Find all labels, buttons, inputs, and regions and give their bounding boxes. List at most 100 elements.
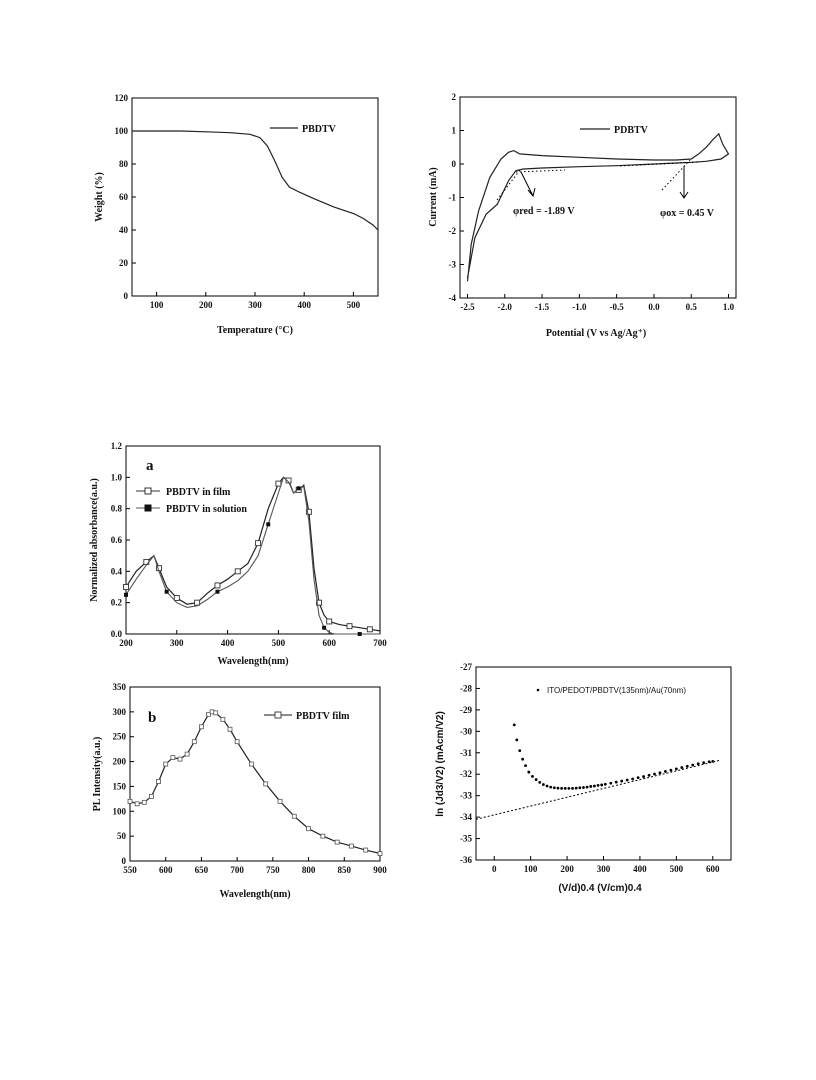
- pl-marker: [199, 724, 204, 730]
- sclc-y-tick-label: -29: [460, 705, 472, 715]
- cv-y-tick-label: -2: [449, 226, 457, 236]
- absorbance-x-tick-label: 300: [170, 638, 184, 648]
- tga-y-axis-label: Weight (%): [94, 172, 105, 222]
- cv-series: [466, 132, 730, 282]
- sclc-point: [545, 784, 549, 788]
- sclc-point: [563, 786, 567, 790]
- tga-x-tick-label: 500: [347, 300, 361, 310]
- pl-x-tick-label: 650: [195, 865, 209, 875]
- tga-y-tick-label: 0: [124, 291, 129, 301]
- pl-marker: [349, 843, 354, 849]
- pl-marker: [249, 761, 254, 767]
- pl-marker: [163, 761, 169, 767]
- sclc-point: [658, 771, 662, 775]
- pl-marker: [306, 826, 311, 832]
- sclc-x-tick-label: 0: [492, 864, 497, 874]
- sclc-y-tick-label: -32: [460, 769, 472, 779]
- pl-legend-label: PBDTV film: [296, 711, 350, 722]
- pl-x-tick-label: 750: [266, 865, 280, 875]
- sclc-y-tick-label: -28: [460, 683, 472, 693]
- sclc-x-tick-label: 400: [633, 864, 647, 874]
- tga-x-tick-label: 100: [150, 300, 164, 310]
- sclc-point: [609, 781, 613, 785]
- pl-marker: [149, 793, 154, 799]
- sclc-point: [560, 786, 564, 790]
- absorbance-y-tick-label: 0.4: [111, 566, 123, 576]
- cv-ticks: -2.5 -2.0 -1.5 -1.0 -0.5 0.0 0.5 1.0 -4 -3 -2 -1 0 1 2: [449, 92, 735, 312]
- sclc-point: [589, 785, 593, 788]
- abs-ticks: 200 300 400 500 600 700 0.0 0.2 0.4 0.6 0.8 1.0 1.2: [111, 441, 388, 648]
- cv-y-tick-label: -4: [449, 293, 457, 303]
- absorbance-x-tick-label: 700: [373, 638, 387, 648]
- sclc-point: [524, 764, 527, 768]
- sclc-fit-line: [475, 759, 721, 820]
- sclc-point: [631, 777, 635, 781]
- absorbance-y-tick-label: 1.2: [111, 441, 123, 451]
- cv-y-axis-label: Current (mA): [428, 167, 439, 227]
- pl-ticks: 550 600 650 700 750 800 850 900 0 50 100 150 200 250 3…: [113, 682, 388, 875]
- sclc-point: [571, 786, 574, 790]
- pl-panel-letter: b: [148, 710, 156, 726]
- cv-chart: -2.5 -2.0 -1.5 -1.0 -0.5 0.0 0.5 1.0 -4 -3 -2 -1 0 1 2…: [428, 92, 737, 339]
- tga-series: [132, 130, 379, 231]
- cv-red-tangent-2: [515, 169, 566, 173]
- sclc-y-tick-label: -35: [460, 834, 472, 844]
- sclc-point: [669, 768, 673, 772]
- sclc-y-axis-label: ln (Jd3/V2) (mAcm/V2): [435, 711, 446, 817]
- sclc-point: [527, 770, 531, 774]
- cv-series-line-0: [466, 132, 730, 282]
- pl-marker: [277, 798, 283, 804]
- abs-solution-marker: [357, 632, 362, 636]
- cv-x-axis-label: Potential (V vs Ag/Ag⁺): [546, 328, 646, 339]
- sclc-point: [647, 773, 651, 777]
- sclc-point: [596, 783, 600, 787]
- pl-y-tick-label: 350: [113, 682, 127, 692]
- abs-plot-frame: [125, 445, 381, 635]
- cv-x-tick-label: -1.0: [572, 302, 587, 312]
- pl-marker: [184, 751, 190, 757]
- cv-x-tick-label: 1.0: [723, 302, 735, 312]
- pl-y-tick-label: 300: [113, 707, 127, 717]
- sclc-point: [614, 780, 618, 784]
- sclc-legend-marker: [536, 688, 540, 692]
- tga-ticks: 100 200 300 400 500 0 20 40 60 80 100 120: [115, 93, 361, 310]
- tga-y-tick-label: 100: [115, 126, 129, 136]
- pl-marker: [263, 781, 269, 787]
- sclc-point: [521, 757, 525, 761]
- cv-y-tick-label: 1: [452, 126, 457, 136]
- cv-red-arrow: [520, 171, 536, 198]
- abs-solution-marker: [322, 625, 327, 630]
- abs-panel-letter: a: [146, 458, 154, 474]
- pl-marker: [134, 801, 140, 807]
- pl-marker: [227, 726, 233, 732]
- sclc-point: [696, 762, 700, 766]
- abs-x-axis-label: Wavelength(nm): [217, 656, 288, 667]
- sclc-x-tick-label: 500: [670, 864, 684, 874]
- abs-series: [123, 476, 381, 636]
- abs-legend-label-solution: PBDTV in solution: [166, 504, 247, 515]
- absorbance-y-tick-label: 0.6: [111, 535, 123, 545]
- sclc-point: [574, 786, 578, 790]
- sclc-x-tick-label: 200: [560, 864, 574, 874]
- absorbance-y-tick-label: 0.8: [111, 504, 123, 514]
- cv-ox-tangent-1: [661, 159, 691, 191]
- sclc-point: [636, 776, 640, 780]
- pl-x-tick-label: 600: [159, 865, 173, 875]
- tga-plot-frame: [131, 97, 379, 297]
- abs-solution-marker: [164, 589, 169, 594]
- absorbance-series-line-0: [125, 476, 381, 632]
- sclc-point: [600, 783, 604, 787]
- tga-x-tick-label: 200: [199, 300, 213, 310]
- abs-film-marker: [173, 595, 180, 601]
- sclc-chart: 0 100 200 300 400 500 600 -36 -35 -34 -33 -32 -31 -30…: [435, 662, 732, 894]
- abs-film-marker: [316, 599, 322, 606]
- pl-x-tick-label: 850: [338, 865, 352, 875]
- abs-film-marker: [305, 508, 312, 515]
- sclc-point: [685, 764, 689, 768]
- pl-marker: [220, 716, 226, 722]
- cv-y-tick-label: 2: [452, 92, 457, 102]
- sclc-y-tick-label: -27: [460, 662, 472, 672]
- cv-legend-label: PDBTV: [614, 125, 649, 136]
- tga-y-tick-label: 40: [119, 225, 129, 235]
- sclc-ticks: 0 100 200 300 400 500 600 -36 -35 -34 -33 -32 -31 -30…: [460, 662, 720, 874]
